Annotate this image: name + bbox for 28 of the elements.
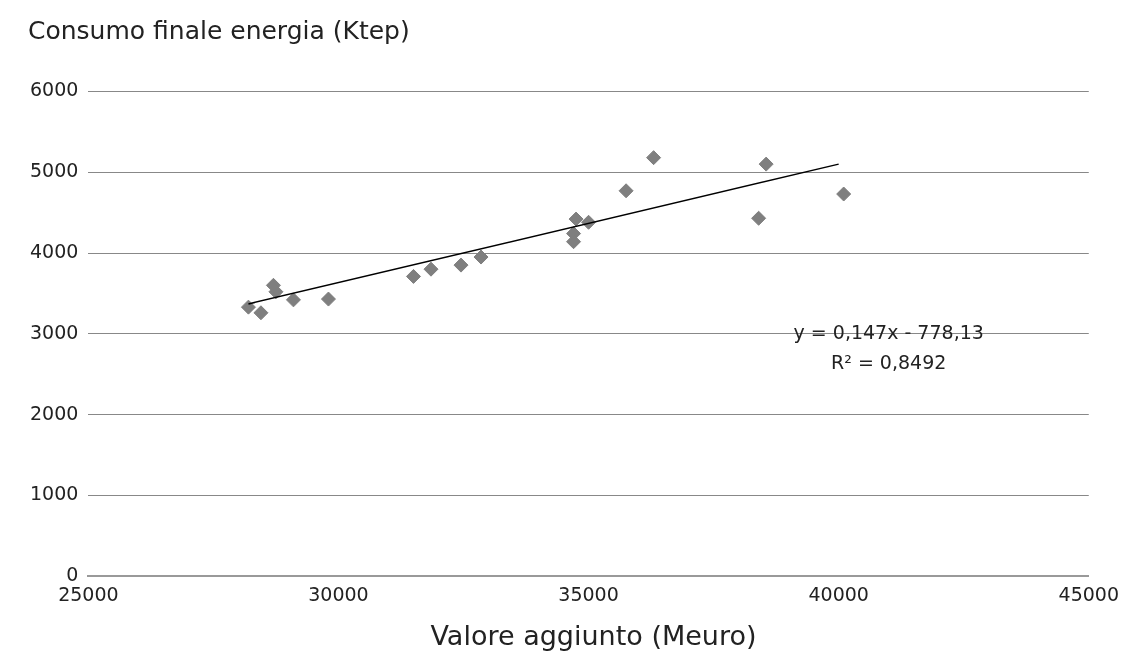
y-tick-label: 1000 [29, 482, 79, 505]
point [646, 150, 662, 166]
point [836, 186, 852, 202]
x-axis-title: Valore aggiunto (Meuro) [429, 620, 758, 651]
point [423, 261, 439, 277]
point [453, 257, 469, 273]
point [751, 210, 767, 226]
point [618, 183, 634, 199]
point [320, 291, 336, 307]
point [473, 249, 489, 265]
y-tick-label: 3000 [29, 320, 79, 343]
point [568, 211, 584, 227]
point [758, 156, 774, 172]
x-tick-label: 30000 [308, 582, 369, 605]
x-tick-label: 45000 [1058, 582, 1120, 605]
y-tick-label: 2000 [29, 401, 79, 424]
point [253, 305, 269, 321]
annotation: y = 0,147x - 778,13 [793, 320, 984, 343]
point [240, 299, 256, 315]
chart-title: Consumo finale energia (Ktep) [28, 16, 410, 45]
y-tick-label: 4000 [29, 239, 79, 262]
annotation: R² = 0,8492 [831, 350, 947, 373]
point [405, 268, 421, 284]
x-tick-label: 35000 [558, 582, 619, 605]
y-tick-label: 6000 [29, 78, 79, 101]
y-tick-label: 5000 [29, 159, 79, 182]
x-tick-label: 40000 [808, 582, 869, 605]
point [285, 292, 301, 308]
